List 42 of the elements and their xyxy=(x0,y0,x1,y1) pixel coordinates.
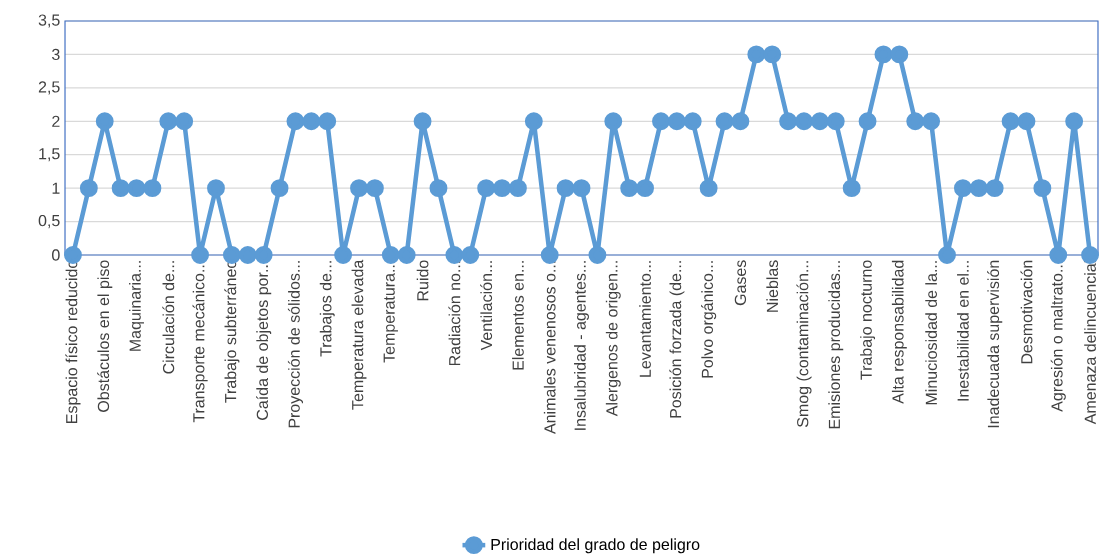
legend-label: Prioridad del grado de peligro xyxy=(491,538,700,554)
x-tick-label: Amenaza delincuencial xyxy=(1084,260,1096,425)
x-tick-label: Smog (contaminación... xyxy=(796,261,812,428)
x-tick-label: Maquinaria... xyxy=(129,261,144,351)
x-tick-label: Inadecuada supervisión xyxy=(987,260,1003,428)
x-tick-label: Nieblas xyxy=(766,260,779,312)
x-tick-label: Proyección de sólidos... xyxy=(287,261,303,428)
x-tick-label: Minuciosidad de la... xyxy=(925,261,937,405)
x-tick-label: Animales venenosos o... xyxy=(543,261,556,434)
x-tick-label: Espacio físico reducido xyxy=(65,260,81,423)
x-tick-label: Gases xyxy=(734,260,747,306)
y-tick-label: 2,5 xyxy=(38,81,60,95)
x-tick-label: Posición forzada (de... xyxy=(669,261,685,418)
x-tick-label: Ruido xyxy=(416,260,429,301)
x-tick-label: Temperatura elevada xyxy=(351,259,367,410)
x-tick-label: Transporte mecánico... xyxy=(192,261,208,423)
y-tick-label: 1,5 xyxy=(39,148,60,162)
y-tick-label: 0,5 xyxy=(38,214,60,229)
x-tick-label: Agresión o maltrato... xyxy=(1050,261,1066,412)
x-tick-label: Ventilación... xyxy=(480,261,493,351)
y-tick-label: 3,5 xyxy=(38,14,60,28)
x-tick-label: Trabajos de... xyxy=(319,261,335,357)
y-tick-label: 3 xyxy=(52,48,60,61)
x-tick-label: Insalubridad - agentes... xyxy=(574,261,589,430)
x-tick-label: Circulación de... xyxy=(162,261,175,374)
x-tick-label: Polvo orgánico... xyxy=(701,261,717,378)
x-tick-label: Obstáculos en el piso xyxy=(97,260,113,412)
x-tick-label: Alergenos de origen... xyxy=(605,261,621,417)
y-tick-label: 2 xyxy=(52,115,60,127)
x-tick-label: Alta responsabilidad xyxy=(891,260,907,404)
x-tick-label: Temperatura... xyxy=(383,261,398,363)
y-tick-label: 0 xyxy=(52,249,60,261)
x-tick-label: Trabajo nocturno xyxy=(860,260,876,380)
x-tick-label: Elementos en... xyxy=(512,261,524,370)
x-tick-label: Levantamiento... xyxy=(639,261,651,377)
y-tick-label: 1 xyxy=(52,182,60,194)
x-tick-label: Desmotivación xyxy=(1020,260,1033,364)
x-tick-label: Inestabilidad en el... xyxy=(957,261,969,401)
x-tick-label: Caída de objetos por... xyxy=(256,261,272,420)
x-tick-label: Radiación no... xyxy=(448,261,461,366)
x-tick-label: Emisiones producidas... xyxy=(828,261,844,429)
x-tick-label: Trabajo subterráneo xyxy=(224,260,240,403)
